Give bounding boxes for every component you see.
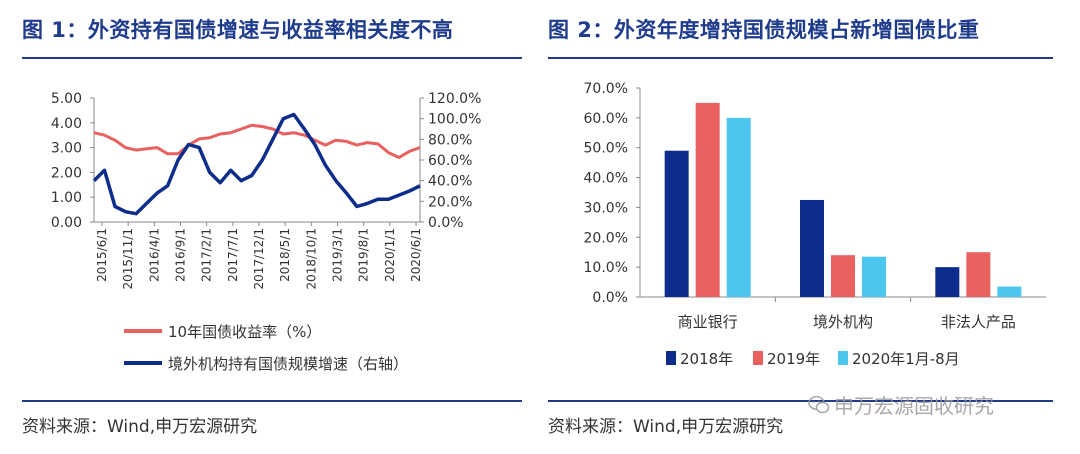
source-divider [548,400,1053,402]
x-tick-label: 2015/11/1 [121,228,135,290]
x-tick-label: 2019/3/1 [331,228,345,282]
legend-swatch [753,351,763,365]
x-category-label: 非法人产品 [941,313,1016,331]
chart-2-title: 图 2：外资年度增持国债规模占新增国债比重 [548,18,980,42]
bar [966,252,991,297]
y-right-tick-label: 80.0% [428,132,472,148]
legend-swatch [838,351,848,365]
x-tick-label: 2019/8/1 [357,228,371,282]
bar [695,102,720,297]
series-line-1 [93,123,421,159]
x-category-label: 境外机构 [813,313,873,331]
x-category-label: 商业银行 [678,313,738,331]
title-divider [548,57,1053,59]
y-tick-label: 10.0% [584,260,628,276]
source-divider [22,400,522,402]
x-tick-label: 2017/7/1 [226,228,240,282]
title-divider [22,57,522,59]
left-panel: 图 1：外资持有国债增速与收益率相关度不高 0.00 1.00 2.00 3.00 4.… [22,0,522,454]
chart-1-title: 图 1：外资持有国债增速与收益率相关度不高 [22,18,454,42]
bar-chart: 0.0% 10.0% 20.0% 30.0% 40.0% 50.0% 60.0% 70.0% 商… [584,81,1046,368]
y-tick-label: 70.0% [584,81,628,97]
series-line-2 [92,112,421,216]
bar [997,286,1022,297]
y-right-tick-label: 100.0% [428,112,481,128]
y-tick-label: 40.0% [584,171,628,187]
y-left-tick-label: 1.00 [51,190,82,206]
wechat-icon [808,395,830,413]
y-left-tick-label: 2.00 [51,165,82,181]
legend-label: 2018年 [680,350,733,368]
chart-1-source: 资料来源：Wind,申万宏源研究 [22,417,258,437]
y-tick-label: 20.0% [584,230,628,246]
right-panel: 图 2：外资年度增持国债规模占新增国债比重 0.0% 10.0% 20.0% 30.0… [548,0,1053,454]
bar [726,117,751,297]
watermark-text: 申万宏源固收研究 [834,394,994,418]
y-tick-label: 60.0% [584,111,628,127]
chart-2-source: 资料来源：Wind,申万宏源研究 [548,417,784,437]
x-tick-label: 2016/9/1 [174,228,188,282]
y-left-tick-label: 3.00 [51,141,82,157]
bar [862,256,886,297]
bar [800,199,824,297]
legend-label: 境外机构持有国债规模增速（右轴） [168,355,408,373]
y-left-tick-label: 0.00 [51,215,82,231]
y-right-tick-label: 120.0% [428,91,481,107]
y-tick-label: 50.0% [584,141,628,157]
bar [935,267,960,297]
x-tick-label: 2018/10/1 [304,228,318,290]
y-right-tick-label: 40.0% [428,174,472,190]
y-right-tick-label: 20.0% [428,194,472,210]
y-tick-label: 30.0% [584,200,628,216]
x-tick-label: 2018/5/1 [278,228,292,282]
x-tick-label: 2020/1/1 [383,228,397,282]
legend-label: 2020年1月-8月 [852,350,960,368]
bar [831,255,855,297]
y-left-tick-label: 5.00 [51,91,82,107]
x-tick-label: 2020/6/1 [409,228,423,282]
x-tick-label: 2016/4/1 [147,228,161,282]
bar [664,150,689,297]
line-chart: 0.00 1.00 2.00 3.00 4.00 5.00 0.0% 20.0% 40.0% 60… [51,91,482,373]
watermark: 申万宏源固收研究 [808,390,994,419]
y-left-tick-label: 4.00 [51,116,82,132]
y-tick-label: 0.0% [592,290,628,306]
x-tick-label: 2017/2/1 [200,228,214,282]
x-tick-label: 2017/12/1 [252,228,266,290]
x-tick-label: 2015/6/1 [95,228,109,282]
y-right-tick-label: 60.0% [428,153,472,169]
y-right-tick-label: 0.0% [428,215,464,231]
legend-swatch [666,351,676,365]
legend-label: 2019年 [767,350,820,368]
legend-label: 10年国债收益率（%） [168,323,321,341]
